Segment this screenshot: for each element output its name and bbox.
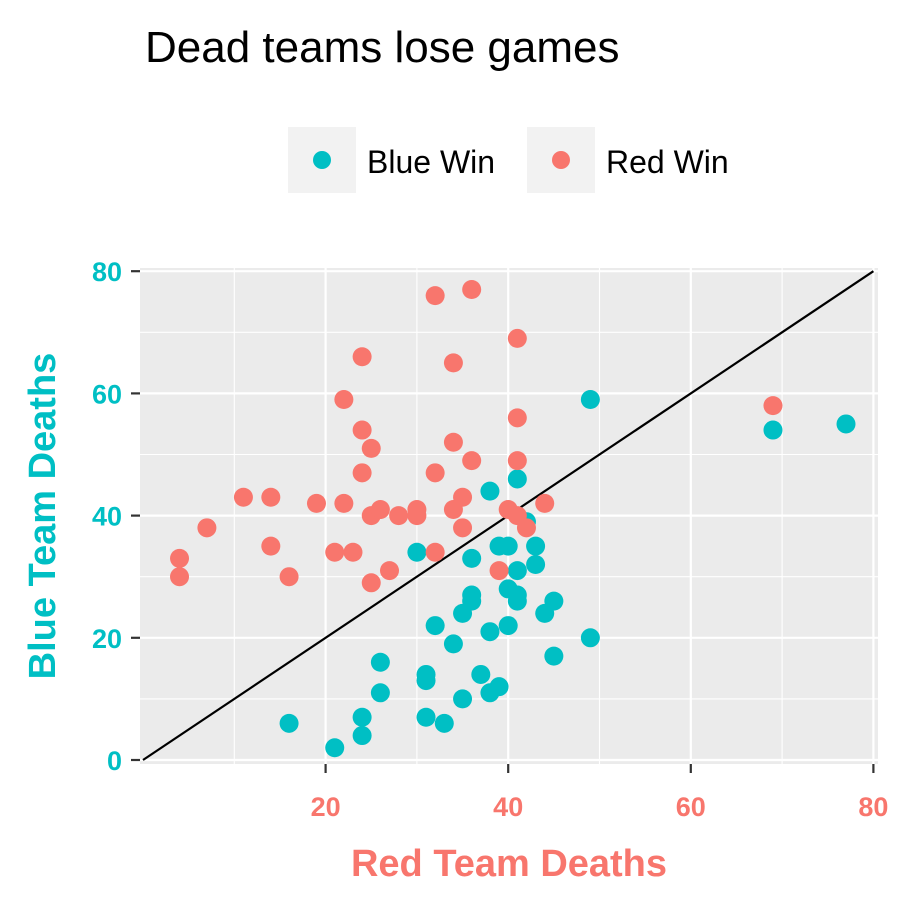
data-point-blue-win [763,420,783,440]
data-point-blue-win [544,591,564,611]
legend-marker-blue-win [313,151,331,169]
data-point-blue-win [462,591,482,611]
x-axis-title: Red Team Deaths [351,843,667,885]
data-point-blue-win [471,664,491,684]
legend-label-blue-win: Blue Win [367,144,495,180]
data-point-blue-win [498,536,518,556]
data-point-red-win [170,567,190,587]
data-point-blue-win [580,628,600,648]
data-point-red-win [352,463,372,483]
data-point-blue-win [453,689,473,709]
y-tick-label: 20 [92,624,122,654]
data-point-red-win [325,542,345,562]
legend: Blue Win Red Win [288,127,729,193]
x-tick-label: 60 [676,792,706,822]
x-tick-label: 20 [311,792,341,822]
data-point-blue-win [416,707,436,727]
data-point-blue-win [580,390,600,410]
y-tick-label: 0 [107,746,122,776]
data-point-blue-win [480,622,500,642]
data-point-blue-win [370,683,390,703]
data-point-blue-win [507,469,527,489]
data-point-red-win [197,518,217,538]
data-point-blue-win [370,652,390,672]
data-point-blue-win [416,671,436,691]
data-point-blue-win [507,591,527,611]
y-tick-label: 80 [92,257,122,287]
data-point-blue-win [480,481,500,501]
data-point-blue-win [425,616,445,636]
data-point-red-win [170,548,190,568]
data-point-red-win [443,432,463,452]
data-point-blue-win [489,677,509,697]
data-point-red-win [306,493,326,513]
data-point-red-win [361,573,381,593]
data-point-red-win [425,463,445,483]
data-point-red-win [361,438,381,458]
data-point-red-win [516,518,536,538]
data-point-red-win [507,328,527,348]
y-axis-title: Blue Team Deaths [22,353,64,680]
data-point-blue-win [462,548,482,568]
legend-marker-red-win [552,151,570,169]
data-points [170,280,856,758]
data-point-blue-win [352,707,372,727]
data-point-red-win [279,567,299,587]
data-point-blue-win [352,726,372,746]
axes: 20 40 60 80 0 20 40 60 80 [92,257,888,822]
y-tick-label: 40 [92,502,122,532]
data-point-red-win [261,487,281,507]
data-point-red-win [407,506,427,526]
y-tick-label: 60 [92,379,122,409]
data-point-red-win [453,487,473,507]
data-point-blue-win [325,738,345,758]
chart-title: Dead teams lose games [145,23,619,72]
data-point-blue-win [507,561,527,581]
data-point-red-win [380,561,400,581]
data-point-blue-win [498,616,518,636]
data-point-red-win [343,542,363,562]
data-point-red-win [462,451,482,471]
data-point-red-win [489,561,509,581]
x-tick-label: 40 [493,792,523,822]
data-point-blue-win [407,542,427,562]
data-point-blue-win [526,536,546,556]
data-point-red-win [535,493,555,513]
data-point-red-win [233,487,253,507]
data-point-red-win [425,286,445,306]
data-point-blue-win [443,634,463,654]
x-tick-label: 80 [858,792,888,822]
data-point-red-win [352,347,372,367]
data-point-red-win [261,536,281,556]
data-point-blue-win [279,713,299,733]
data-point-red-win [352,420,372,440]
data-point-red-win [370,499,390,519]
data-point-red-win [507,451,527,471]
data-point-blue-win [434,713,454,733]
data-point-red-win [453,518,473,538]
data-point-blue-win [836,414,856,434]
gridlines [140,268,878,764]
data-point-red-win [507,408,527,428]
data-point-blue-win [526,554,546,574]
data-point-red-win [462,280,482,300]
data-point-red-win [443,353,463,373]
data-point-red-win [334,390,354,410]
data-point-red-win [425,542,445,562]
data-point-blue-win [544,646,564,666]
legend-label-red-win: Red Win [606,144,729,180]
data-point-red-win [334,493,354,513]
data-point-red-win [389,506,409,526]
data-point-red-win [763,396,783,416]
